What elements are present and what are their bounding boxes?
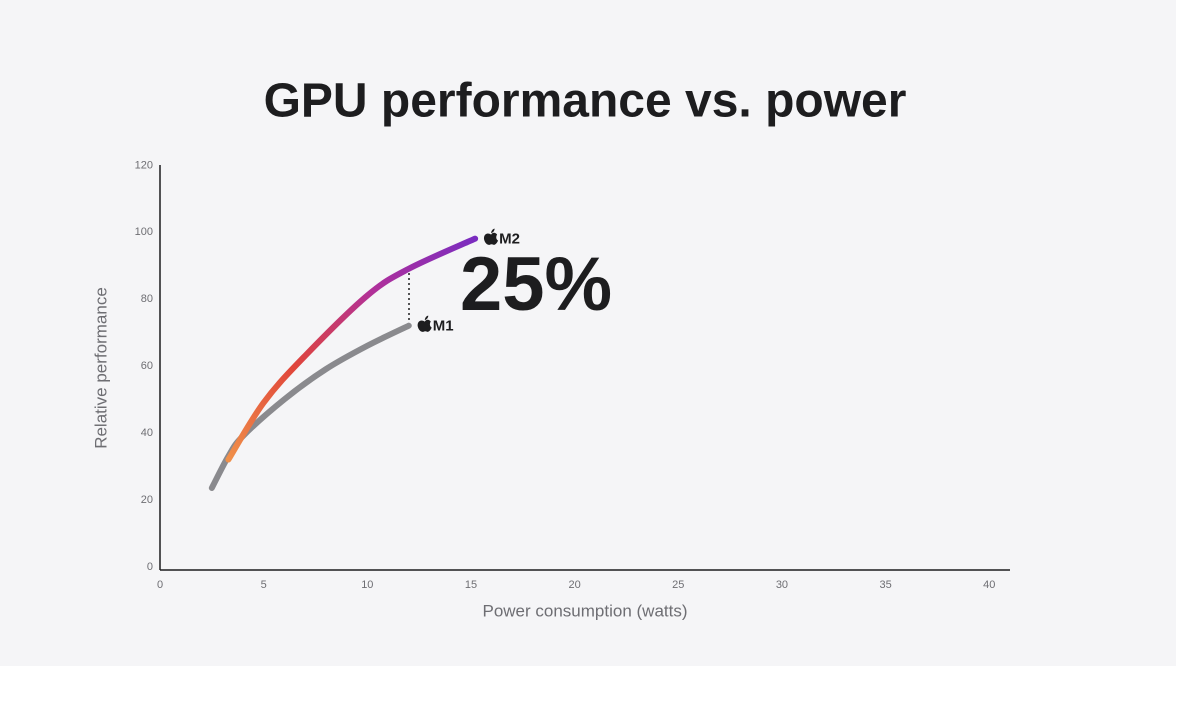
x-tick-label: 40 [983,579,995,591]
y-tick-label: 40 [141,427,153,439]
x-tick-label: 15 [465,579,477,591]
y-tick-label: 100 [135,226,153,238]
apple-logo [417,315,432,332]
x-tick-label: 5 [261,579,267,591]
x-axis-label: Power consumption (watts) [482,601,687,620]
series-label: M2 [499,231,520,248]
y-tick-label: 120 [135,159,153,171]
apple-body [417,319,432,332]
x-tick-label: 10 [361,579,373,591]
x-tick-label: 25 [672,579,684,591]
y-tick-label: 80 [141,293,153,305]
y-axis-label: Relative performance [91,287,110,449]
x-tick-label: 20 [569,579,581,591]
y-tick-label: 60 [141,360,153,372]
apple-body [483,232,499,245]
series-line [225,235,479,463]
y-tick-label: 0 [147,561,153,573]
series-label: M1 [433,318,454,335]
apple-leaf [491,228,495,234]
background [0,0,1176,666]
annotation: 25% [460,242,612,327]
apple-leaf [424,315,429,321]
x-tick-label: 30 [776,579,788,591]
x-tick-label: 35 [879,579,891,591]
apple-logo [483,228,499,245]
y-tick-label: 20 [141,494,153,506]
x-tick-label: 0 [157,579,163,591]
chart-title: GPU performance vs. power [264,75,907,128]
